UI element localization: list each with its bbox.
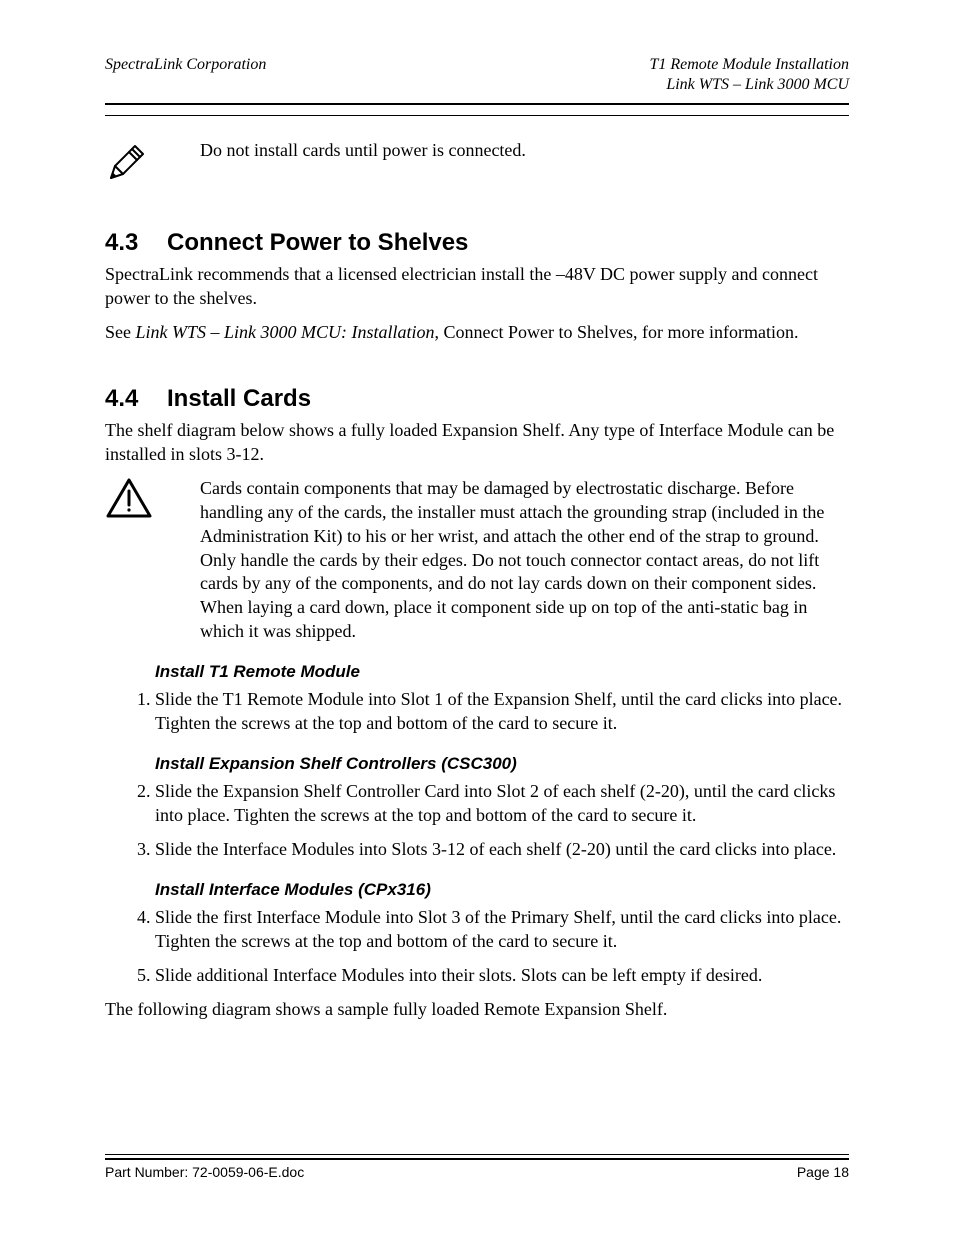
step-1: Slide the T1 Remote Module into Slot 1 o… bbox=[155, 688, 849, 736]
section-4-4-title: Install Cards bbox=[167, 385, 311, 412]
steps-list-2: Slide the Expansion Shelf Controller Car… bbox=[105, 780, 849, 862]
footer-page-number: Page 18 bbox=[797, 1164, 849, 1180]
subsection-t1-remote: Install T1 Remote Module bbox=[155, 662, 849, 682]
steps-list-3: Slide the first Interface Module into Sl… bbox=[105, 906, 849, 988]
section-4-4-heading: 4.4Install Cards bbox=[105, 385, 849, 413]
step-4: Slide the first Interface Module into Sl… bbox=[155, 906, 849, 954]
pencil-icon bbox=[105, 138, 155, 189]
para2-prefix: See bbox=[105, 322, 136, 342]
footer-part-number: Part Number: 72-0059-06-E.doc bbox=[105, 1164, 304, 1180]
step-5: Slide additional Interface Modules into … bbox=[155, 964, 849, 988]
section-4-4-number: 4.4 bbox=[105, 385, 167, 413]
warning-icon bbox=[105, 477, 155, 524]
step-3: Slide the Interface Modules into Slots 3… bbox=[155, 838, 849, 862]
subsection-csc300: Install Expansion Shelf Controllers (CSC… bbox=[155, 754, 849, 774]
section-4-3-heading: 4.3Connect Power to Shelves bbox=[105, 229, 849, 257]
header-company: SpectraLink Corporation bbox=[105, 55, 266, 75]
note-callout: Do not install cards until power is conn… bbox=[105, 138, 849, 189]
section-4-4-para-1: The shelf diagram below shows a fully lo… bbox=[105, 419, 849, 467]
page-footer: Part Number: 72-0059-06-E.doc Page 18 bbox=[105, 1154, 849, 1180]
header-title-line1: T1 Remote Module Installation bbox=[649, 56, 849, 73]
header-rule bbox=[105, 115, 849, 116]
subsection-cpx316: Install Interface Modules (CPx316) bbox=[155, 880, 849, 900]
para2-suffix: , Connect Power to Shelves, for more inf… bbox=[435, 322, 799, 342]
document-page: SpectraLink Corporation T1 Remote Module… bbox=[0, 0, 954, 1235]
section-4-3-para-1: SpectraLink recommends that a licensed e… bbox=[105, 263, 849, 311]
section-4-3-title: Connect Power to Shelves bbox=[167, 229, 468, 256]
note-text: Do not install cards until power is conn… bbox=[155, 138, 849, 162]
para2-reference: Link WTS – Link 3000 MCU: Installation bbox=[136, 322, 435, 342]
page-header: SpectraLink Corporation T1 Remote Module… bbox=[105, 55, 849, 105]
warning-callout: Cards contain components that may be dam… bbox=[105, 477, 849, 645]
header-doc-title: T1 Remote Module Installation Link WTS –… bbox=[649, 55, 849, 95]
warning-text: Cards contain components that may be dam… bbox=[155, 477, 849, 645]
footer-rule-thin bbox=[105, 1154, 849, 1155]
step-2: Slide the Expansion Shelf Controller Car… bbox=[155, 780, 849, 828]
header-title-line2: Link WTS – Link 3000 MCU bbox=[666, 76, 849, 93]
section-4-3-para-2: See Link WTS – Link 3000 MCU: Installati… bbox=[105, 321, 849, 345]
section-4-3-number: 4.3 bbox=[105, 229, 167, 257]
steps-list-1: Slide the T1 Remote Module into Slot 1 o… bbox=[105, 688, 849, 736]
closing-paragraph: The following diagram shows a sample ful… bbox=[105, 998, 849, 1022]
